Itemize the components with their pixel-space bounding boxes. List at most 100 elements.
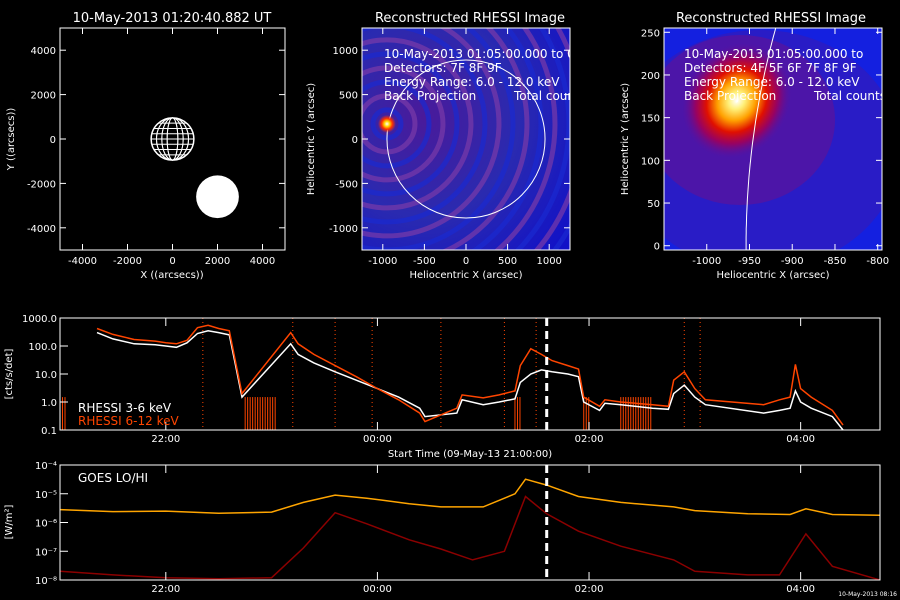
y-tick-label: 50 <box>647 199 660 210</box>
goes-panel: 22:00 00:00 02:00 04:00 10⁻⁸ 10⁻⁷ 10⁻⁶ 10⁻⁵ 10⁻⁴… <box>4 461 897 598</box>
series-line <box>60 495 880 580</box>
rhessi-zoom-panel: Reconstructed RHESSI Image 10-May-2013 0… <box>620 11 890 281</box>
annotation-line: Energy Range: 6.0 - 12.0 keV <box>384 75 560 89</box>
panel1-ticks: -4000 -2000 0 2000 4000 -4000 -2000 0 2000 4000 <box>27 28 285 267</box>
ripple-ring <box>362 28 488 225</box>
y-tick-label: 1000 <box>333 46 358 57</box>
y-tick-label: 10⁻⁴ <box>35 461 57 472</box>
y-tick-label: 100.0 <box>28 342 57 353</box>
legend-6-12kev: RHESSI 6-12 keV <box>78 414 179 428</box>
x-tick-label: 00:00 <box>363 584 392 595</box>
ripple-ring <box>362 79 432 169</box>
y-tick-label: -1000 <box>329 224 358 235</box>
y-tick-label: 10⁻⁵ <box>35 490 57 501</box>
x-tick-label: -850 <box>824 256 847 267</box>
rhessi-lightcurve-panel: 22:00 00:00 02:00 04:00 0.1 1.0 10.0 100.0 1000.… <box>4 314 881 460</box>
annotation-counts: Total counts: <box>813 89 890 103</box>
panel3-xlabel: Heliocentric X (arcsec) <box>716 270 829 281</box>
ripple-ring <box>362 51 460 197</box>
series-line <box>96 324 844 426</box>
panel3-flare-source <box>681 43 792 159</box>
goes-series <box>60 478 880 580</box>
panel1-xlabel: X ((arcsecs)) <box>140 270 203 281</box>
panel3-frame <box>663 27 883 251</box>
panel5-frame <box>59 464 881 581</box>
ripple-ring <box>494 28 558 250</box>
x-tick-label: 0 <box>463 256 469 267</box>
x-tick-label: 2000 <box>205 256 230 267</box>
y-tick-label: 10⁻⁶ <box>35 519 57 530</box>
y-tick-label: -500 <box>335 179 358 190</box>
y-tick-label: -4000 <box>27 224 56 235</box>
y-tick-label: 0 <box>50 135 56 146</box>
panel5-ylabel: [W/m²] <box>4 504 15 539</box>
y-tick-label: 10⁻⁸ <box>35 576 57 587</box>
ripple-ring <box>362 37 474 211</box>
annotation-line: Back Projection <box>684 89 776 103</box>
y-tick-label: 150 <box>641 114 660 125</box>
goes-legend: GOES LO/HI <box>78 471 148 485</box>
panel2-xlabel: Heliocentric X (arcsec) <box>409 270 522 281</box>
plot-timestamp: 10-May-2013 08:16 <box>838 591 897 598</box>
x-tick-label: -1000 <box>692 256 721 267</box>
x-tick-label: -1000 <box>368 256 397 267</box>
panel3-solar-limb <box>745 28 777 250</box>
y-tick-label: 10.0 <box>35 370 57 381</box>
x-tick-label: 500 <box>498 256 517 267</box>
annotation-line: 10-May-2013 01:05:00.000 to 01:06:00 <box>384 47 621 61</box>
x-tick-label: 04:00 <box>786 434 815 445</box>
panel2-solar-limb <box>386 59 546 219</box>
ripple-ring <box>470 28 544 250</box>
x-tick-label: 22:00 <box>151 584 180 595</box>
x-tick-label: 02:00 <box>575 434 604 445</box>
annotation-line: 10-May-2013 01:05:00.000 to <box>684 47 863 61</box>
panel3-title: Reconstructed RHESSI Image <box>676 11 866 26</box>
x-tick-label: -800 <box>866 256 889 267</box>
annotation-line: Detectors: 4F 5F 6F 7F 8F 9F <box>684 61 857 75</box>
y-tick-label: 0 <box>352 135 358 146</box>
x-tick-label: 22:00 <box>151 434 180 445</box>
x-tick-label: -900 <box>781 256 804 267</box>
rhessi-series <box>96 324 844 430</box>
series-line <box>60 478 880 516</box>
y-tick-label: 100 <box>641 156 660 167</box>
ripple-ring <box>441 28 530 250</box>
sun-grid-globe <box>150 117 195 161</box>
y-tick-label: 250 <box>641 28 660 39</box>
x-tick-label: -500 <box>413 256 436 267</box>
position-panel: 10-May-2013 01:20:40.882 UT -4000 -2000 0 2… <box>6 11 286 281</box>
annotation-counts: Total counts: 2.89E+0 <box>513 89 646 103</box>
panel4-frame <box>59 317 881 431</box>
panel3-ylabel: Heliocentric Y (arcsec) <box>620 83 631 195</box>
series-line <box>96 330 844 430</box>
panel1-title: 10-May-2013 01:20:40.882 UT <box>73 11 272 26</box>
ripple-ring <box>514 28 570 250</box>
panel2-annotation: 10-May-2013 01:05:00.000 to 01:06:00Dete… <box>384 47 646 103</box>
x-tick-label: -4000 <box>68 256 97 267</box>
y-tick-label: 1000.0 <box>22 314 57 325</box>
panel4-ylabel: [cts/s/det] <box>4 349 15 400</box>
panel4-xlabel: Start Time (09-May-13 21:00:00) <box>388 449 552 460</box>
panel3-ticks: -1000 -950 -900 -850 -800 0 50 100 150 200 250 <box>641 28 889 267</box>
y-tick-label: 2000 <box>31 91 56 102</box>
panel5-ticks: 22:00 00:00 02:00 04:00 10⁻⁸ 10⁻⁷ 10⁻⁶ 10⁻⁵ 10⁻⁴ <box>35 461 815 595</box>
y-tick-label: -2000 <box>27 179 56 190</box>
panel4-ticks: 22:00 00:00 02:00 04:00 0.1 1.0 10.0 100.0 1000.… <box>22 314 815 445</box>
x-tick-label: 04:00 <box>786 584 815 595</box>
rhessi-full-panel: Reconstructed RHESSI Image 10-May-2013 0… <box>306 11 646 281</box>
panel1-ylabel: Y ((arcsecs)) <box>6 108 17 172</box>
ripple-ring <box>362 28 502 239</box>
x-tick-label: -2000 <box>113 256 142 267</box>
ripple-ring <box>362 65 446 183</box>
ripple-ring <box>362 93 418 155</box>
panel2-flare-source <box>377 114 396 133</box>
y-tick-label: 0 <box>654 242 660 253</box>
annotation-line: Energy Range: 6.0 - 12.0 keV <box>684 75 860 89</box>
x-tick-label: 1000 <box>536 256 561 267</box>
y-tick-label: 10⁻⁷ <box>35 547 57 558</box>
observer-disk <box>196 175 239 219</box>
event-dotted-lines <box>202 318 701 430</box>
annotation-line: Back Projection <box>384 89 476 103</box>
